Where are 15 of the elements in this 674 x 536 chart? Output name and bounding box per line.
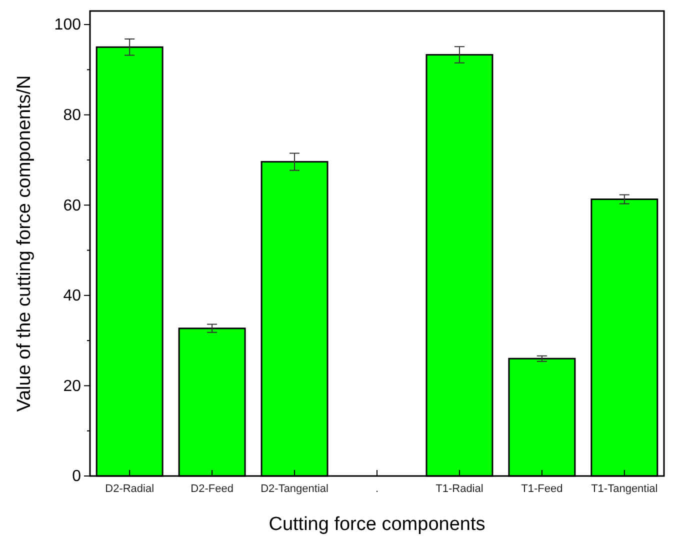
y-tick-label: 60 [63,197,82,214]
x-axis-title: Cutting force components [268,514,486,535]
x-tick-label: T1-Feed [521,483,563,496]
x-tick-label: D2-Feed [190,483,234,496]
y-tick-label: 20 [63,378,82,395]
x-tick-label: T1-Radial [436,483,484,496]
x-tick-label: T1-Tangential [591,483,658,496]
x-tick-label: . [375,483,379,496]
y-tick-label: 0 [72,468,82,486]
y-tick-label: 80 [63,106,82,124]
x-tick-label: D2-Tangential [260,483,328,496]
y-tick-label: 100 [54,16,82,34]
y-axis-title: Value of the cutting force components/N [14,75,35,412]
x-tick-label: D2-Radial [105,483,154,496]
y-tick-label: 40 [63,288,82,305]
